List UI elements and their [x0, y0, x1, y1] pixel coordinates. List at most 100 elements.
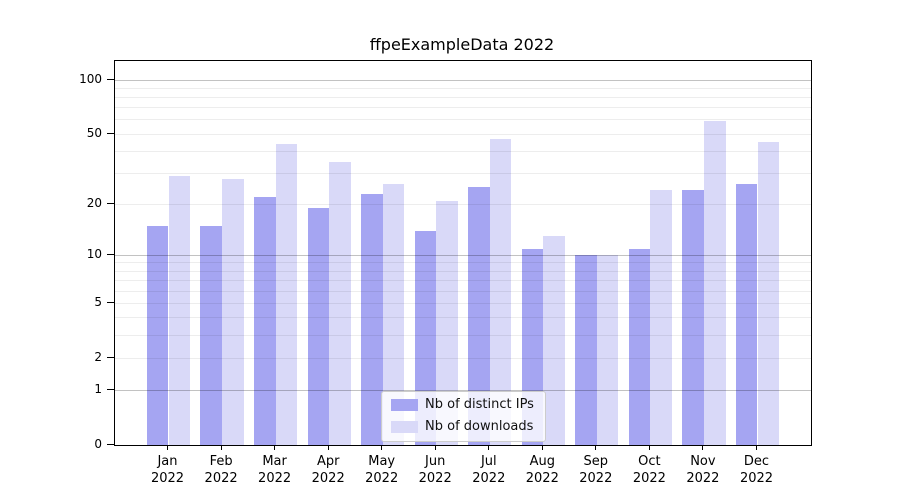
- y-tick-mark: [107, 388, 114, 390]
- gridline-minor: [115, 107, 811, 109]
- x-tick-year: 2022: [204, 471, 238, 486]
- gridline-minor: [115, 280, 811, 281]
- legend-swatch: [391, 399, 418, 411]
- x-tick-year: 2022: [418, 471, 452, 486]
- x-tick-year: 2022: [686, 471, 720, 486]
- bar-distinct-ips: [735, 184, 758, 445]
- bar-downloads: [489, 138, 512, 445]
- bar-distinct-ips: [253, 197, 276, 445]
- gridline-minor: [115, 133, 811, 135]
- x-tick-label: Mar 2022: [235, 453, 315, 487]
- gridline-major: [115, 79, 811, 81]
- y-tick-label: 100: [79, 72, 102, 86]
- x-tick-month: Dec: [743, 454, 770, 469]
- bar-distinct-ips: [361, 193, 383, 445]
- bar-distinct-ips: [628, 248, 651, 445]
- legend-label: Nb of downloads: [425, 419, 534, 434]
- x-tick-year: 2022: [632, 471, 666, 486]
- x-tick-label: Apr 2022: [288, 453, 368, 487]
- bar-distinct-ips: [307, 208, 330, 445]
- y-tick-mark: [107, 443, 114, 445]
- gridline-minor: [115, 290, 811, 292]
- y-tick-mark: [107, 301, 114, 303]
- x-tick-month: Oct: [638, 454, 661, 469]
- bar-downloads: [703, 121, 726, 445]
- gridline-minor: [115, 172, 811, 174]
- gridline-minor: [115, 150, 811, 152]
- x-tick-month: Mar: [262, 454, 287, 469]
- gridline-minor: [115, 119, 811, 121]
- legend-item-distinct-ips: Nb of distinct IPs: [391, 397, 534, 413]
- bar-distinct-ips: [200, 225, 223, 445]
- bar-downloads: [329, 161, 351, 445]
- legend-swatch: [391, 421, 418, 433]
- x-tick-mark: [595, 445, 597, 450]
- x-tick-label: Aug 2022: [502, 453, 582, 487]
- legend-item-downloads: Nb of downloads: [391, 419, 534, 435]
- x-tick-month: Jun: [425, 454, 446, 469]
- x-tick-label: Feb 2022: [181, 453, 261, 487]
- x-tick-mark: [381, 445, 383, 450]
- x-tick-month: Nov: [690, 454, 716, 469]
- x-tick-mark: [541, 445, 543, 450]
- y-tick-label: 5: [94, 295, 102, 310]
- bar-downloads: [596, 255, 619, 445]
- bar-distinct-ips: [468, 187, 490, 445]
- x-tick-mark: [648, 445, 650, 450]
- gridline-minor: [115, 317, 811, 319]
- x-tick-month: Jan: [157, 454, 178, 469]
- y-tick-mark: [107, 132, 114, 134]
- gridline-minor: [115, 203, 811, 205]
- y-tick-mark: [107, 202, 114, 204]
- x-tick-month: Apr: [316, 454, 340, 469]
- x-tick-label: Oct 2022: [609, 453, 689, 487]
- x-tick-label: Dec 2022: [717, 453, 797, 487]
- gridline-minor: [115, 97, 811, 98]
- bar-downloads: [168, 176, 191, 445]
- x-tick-year: 2022: [150, 471, 185, 486]
- x-tick-year: 2022: [525, 471, 559, 486]
- x-tick-mark: [434, 445, 436, 450]
- bar-downloads: [222, 178, 244, 445]
- bar-downloads: [275, 144, 298, 445]
- legend: Nb of distinct IPs Nb of downloads: [381, 391, 546, 442]
- x-tick-label: Sep 2022: [556, 453, 636, 487]
- bar-distinct-ips: [575, 255, 597, 445]
- bar-downloads: [436, 200, 458, 445]
- bar-distinct-ips: [682, 190, 704, 445]
- x-tick-label: Nov 2022: [663, 453, 743, 487]
- bar-distinct-ips: [146, 225, 169, 445]
- x-tick-month: Feb: [209, 454, 233, 469]
- gridline-minor: [115, 87, 811, 89]
- x-tick-label: May 2022: [342, 453, 422, 487]
- y-tick-label: 1: [94, 382, 102, 397]
- x-tick-year: 2022: [365, 471, 399, 486]
- y-tick-label: 10: [86, 247, 102, 262]
- x-tick-year: 2022: [472, 471, 506, 486]
- x-tick-year: 2022: [739, 471, 774, 486]
- legend-label: Nb of distinct IPs: [425, 397, 534, 412]
- gridline-minor: [115, 302, 811, 304]
- x-tick-mark: [274, 445, 276, 450]
- x-tick-label: Jan 2022: [128, 453, 208, 487]
- x-tick-month: May: [368, 454, 396, 469]
- gridline-minor: [115, 357, 811, 359]
- y-tick-mark: [107, 253, 114, 255]
- bar-downloads: [757, 142, 780, 445]
- gridline-minor: [115, 270, 811, 272]
- x-tick-year: 2022: [258, 471, 292, 486]
- gridline-minor: [115, 262, 811, 264]
- x-tick-mark: [220, 445, 222, 450]
- y-tick-mark: [107, 356, 114, 358]
- x-tick-month: Jul: [480, 454, 497, 469]
- y-tick-label: 2: [94, 350, 102, 365]
- gridline-major: [115, 389, 811, 391]
- chart-title: ffpeExampleData 2022: [369, 35, 555, 54]
- x-tick-mark: [702, 445, 704, 450]
- x-tick-label: Jul 2022: [449, 453, 529, 487]
- x-tick-label: Jun 2022: [395, 453, 475, 487]
- y-tick-label: 50: [86, 126, 102, 141]
- x-tick-year: 2022: [311, 471, 345, 486]
- y-tick-mark: [107, 78, 114, 80]
